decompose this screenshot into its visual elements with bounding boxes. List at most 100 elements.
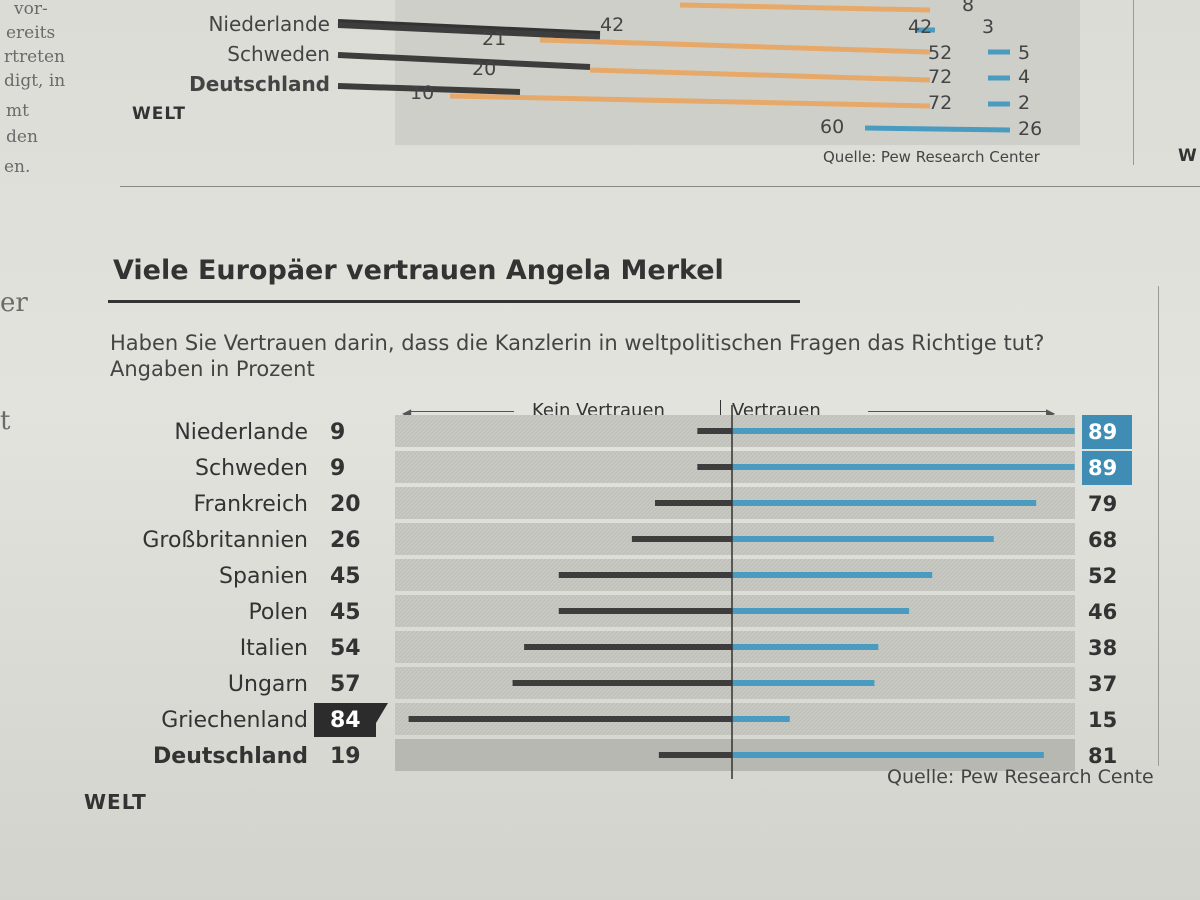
top-num-mid: 42 xyxy=(600,14,625,36)
brand-logo: WELT xyxy=(84,790,147,814)
category-label-frankreich: Frankreich xyxy=(193,492,308,517)
top-num-rc-3: 72 xyxy=(928,92,953,114)
value-kein-vertrauen-deutschland: 19 xyxy=(330,744,361,769)
bar-vertrauen-ungarn xyxy=(732,680,875,686)
value-kein-vertrauen-frankreich: 20 xyxy=(330,492,361,517)
top-bar-orange-top xyxy=(679,2,931,13)
category-label-niederlande: Niederlande xyxy=(174,420,308,445)
category-label-polen: Polen xyxy=(248,600,308,625)
category-label-grossbritannien: Großbritannien xyxy=(142,528,308,553)
top-num-ra-1: 42 xyxy=(908,16,933,38)
chart-title: Viele Europäer vertrauen Angela Merkel xyxy=(113,255,724,286)
top-brand-logo: WELT xyxy=(132,104,186,124)
top-bar-niederlande xyxy=(337,22,601,40)
value-vertrauen-polen: 46 xyxy=(1088,600,1117,624)
bar-kein-vertrauen-grossbritannien xyxy=(631,536,732,542)
top-num-ra-2: 52 xyxy=(928,42,953,64)
top-bar-schweden xyxy=(337,52,591,70)
highlight-box-vertrauen-niederlande xyxy=(1082,415,1132,449)
value-vertrauen-grossbritannien: 68 xyxy=(1088,528,1117,552)
value-vertrauen-deutschland: 81 xyxy=(1088,744,1117,768)
value-vertrauen-niederlande: 89 xyxy=(1088,420,1117,444)
top-right-rule xyxy=(1133,0,1134,165)
top-num-schweden: 20 xyxy=(472,58,497,80)
side-text-1: vor- xyxy=(14,0,48,19)
value-vertrauen-griechenland: 15 xyxy=(1088,708,1117,732)
bar-kein-vertrauen-schweden xyxy=(697,464,732,470)
bar-kein-vertrauen-polen xyxy=(558,608,732,614)
value-kein-vertrauen-schweden: 9 xyxy=(330,456,345,481)
bar-kein-vertrauen-italien xyxy=(524,644,732,650)
bar-vertrauen-griechenland xyxy=(732,716,790,722)
top-bar-orange-1 xyxy=(539,37,931,55)
bar-vertrauen-schweden xyxy=(732,464,1075,470)
value-kein-vertrauen-grossbritannien: 26 xyxy=(330,528,361,553)
top-num-rd-3: 2 xyxy=(1018,92,1031,114)
bar-kein-vertrauen-frankreich xyxy=(655,500,732,506)
side-text-7: en. xyxy=(4,157,31,177)
top-bar-blue xyxy=(864,125,1011,133)
side-text-6: den xyxy=(6,127,38,147)
value-kein-vertrauen-italien: 54 xyxy=(330,636,361,661)
top-source: Quelle: Pew Research Center xyxy=(823,148,1040,166)
top-label-schweden: Schweden xyxy=(227,42,330,66)
arrow-right-line xyxy=(868,411,1048,412)
highlight-box-kein-vertrauen xyxy=(314,703,376,737)
arrow-right-icon: ▶ xyxy=(1046,406,1056,420)
category-label-spanien: Spanien xyxy=(219,564,308,589)
side-text-5: mt xyxy=(6,101,29,121)
chart-source: Quelle: Pew Research Cente xyxy=(887,766,1154,788)
side-text-3: rtreten xyxy=(4,47,65,67)
value-kein-vertrauen-niederlande: 9 xyxy=(330,420,345,445)
category-label-italien: Italien xyxy=(240,636,308,661)
bar-kein-vertrauen-griechenland xyxy=(408,716,732,722)
category-label-ungarn: Ungarn xyxy=(228,672,308,697)
arrow-left-icon: ◀ xyxy=(402,406,412,420)
top-label-niederlande: Niederlande xyxy=(208,12,330,36)
side-text-8: er xyxy=(0,288,28,318)
top-bar-orange-2 xyxy=(589,67,931,83)
side-text-2: ereits xyxy=(6,23,56,43)
top-chart-graphic xyxy=(337,0,1080,145)
merkel-trust-chart: Niederlande 9 89 Schweden 9 89 Frankreich 20 79 G… xyxy=(142,405,1132,779)
bar-vertrauen-grossbritannien xyxy=(732,536,994,542)
bottom-right-rule xyxy=(1158,286,1159,766)
highlight-box-tail xyxy=(376,703,388,723)
bar-vertrauen-frankreich xyxy=(732,500,1037,506)
category-label-deutschland: Deutschland xyxy=(153,744,308,769)
top-num-rb-2: 5 xyxy=(1018,42,1031,64)
value-kein-vertrauen-polen: 45 xyxy=(330,600,361,625)
value-vertrauen-frankreich: 79 xyxy=(1088,492,1117,516)
value-vertrauen-spanien: 52 xyxy=(1088,564,1117,588)
top-num-rb-3: 4 xyxy=(1018,66,1031,88)
chart-subtitle: Haben Sie Vertrauen darin, dass die Kanz… xyxy=(110,331,1045,381)
bar-kein-vertrauen-spanien xyxy=(558,572,732,578)
value-vertrauen-schweden: 89 xyxy=(1088,456,1117,480)
bar-vertrauen-polen xyxy=(732,608,910,614)
top-num-rb-1: 3 xyxy=(982,16,995,38)
top-num-extra-c: 8 xyxy=(962,0,975,16)
axis-caption-separator xyxy=(720,400,721,424)
top-chart: Niederlande Schweden Deutschland 42 21 2… xyxy=(120,0,1080,175)
category-label-griechenland: Griechenland xyxy=(161,708,308,733)
bar-vertrauen-spanien xyxy=(732,572,933,578)
top-bar-deutschland xyxy=(337,83,521,95)
side-text-9: t xyxy=(0,406,11,436)
bar-vertrauen-deutschland xyxy=(732,752,1044,758)
value-kein-vertrauen-spanien: 45 xyxy=(330,564,361,589)
arrow-left-line xyxy=(410,411,514,412)
value-vertrauen-italien: 38 xyxy=(1088,636,1117,660)
bar-kein-vertrauen-niederlande xyxy=(697,428,732,434)
bar-kein-vertrauen-deutschland xyxy=(658,752,732,758)
top-bar-orange-3 xyxy=(449,93,931,109)
category-label-schweden: Schweden xyxy=(195,456,308,481)
section-divider xyxy=(120,186,1200,187)
top-num-extra-a: 60 xyxy=(820,116,845,138)
highlight-box-vertrauen-schweden xyxy=(1082,451,1132,485)
title-underline xyxy=(108,300,800,303)
top-num-ra-3: 72 xyxy=(928,66,953,88)
top-num-extra-b: 26 xyxy=(1018,118,1043,140)
side-text-4: digt, in xyxy=(4,71,66,91)
bar-kein-vertrauen-ungarn xyxy=(512,680,732,686)
value-kein-vertrauen-ungarn: 57 xyxy=(330,672,361,697)
